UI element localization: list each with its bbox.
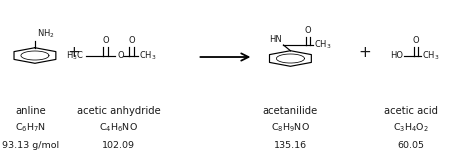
Text: CH$_3$: CH$_3$ [422,49,439,62]
Text: CH$_3$: CH$_3$ [138,49,156,62]
Text: C$_4$H$_6$NO: C$_4$H$_6$NO [99,122,138,134]
Text: H$_3$C: H$_3$C [66,49,84,62]
Text: O: O [305,26,311,35]
Text: anline: anline [15,106,46,116]
Text: 135.16: 135.16 [274,141,307,150]
Text: acetanilide: acetanilide [263,106,318,116]
Text: O: O [128,36,135,45]
Text: +: + [358,45,371,60]
Text: acetic acid: acetic acid [384,106,438,116]
Text: C$_8$H$_9$NO: C$_8$H$_9$NO [271,122,310,134]
Text: +: + [67,45,80,60]
Text: C$_6$H$_7$N: C$_6$H$_7$N [15,122,46,134]
Text: HO: HO [390,51,403,60]
Text: 93.13 g/mol: 93.13 g/mol [2,141,59,150]
Text: HN: HN [269,35,282,44]
Text: 60.05: 60.05 [398,141,425,150]
Text: O: O [118,51,124,60]
Text: acetic anhydride: acetic anhydride [77,106,160,116]
Text: CH$_3$: CH$_3$ [314,39,332,51]
Text: C$_3$H$_4$O$_2$: C$_3$H$_4$O$_2$ [393,122,429,134]
Text: O: O [412,36,419,45]
Text: O: O [102,36,109,45]
Text: NH$_2$: NH$_2$ [37,28,55,40]
Text: 102.09: 102.09 [102,141,135,150]
